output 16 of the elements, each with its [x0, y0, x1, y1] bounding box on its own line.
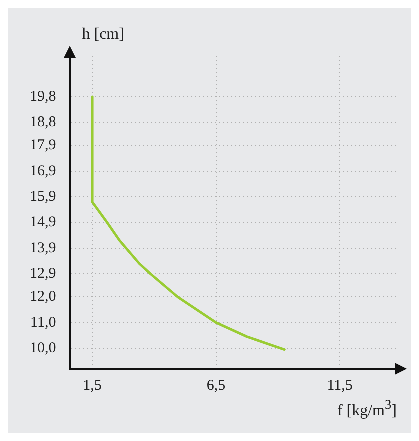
y-tick-label: 11,0 [30, 314, 56, 331]
y-tick-label: 12,0 [30, 289, 56, 306]
y-tick-label: 17,9 [30, 138, 56, 154]
x-tick-label: 11,5 [327, 378, 353, 394]
y-tick-label: 13,9 [30, 240, 56, 256]
y-tick-label: 14,9 [30, 214, 56, 231]
y-tick-label: 12,9 [30, 266, 56, 282]
y-axis-title: h [cm] [82, 26, 124, 44]
x-axis-title: f [kg/m$^{3}$] [337, 397, 397, 420]
x-tick-label: 6,5 [206, 378, 226, 394]
y-tick-label: 19,8 [30, 88, 56, 105]
y-tick-label: 18,8 [30, 114, 56, 131]
y-tick-label: 15,9 [30, 189, 56, 206]
y-tick-label: 10,0 [30, 340, 56, 356]
x-tick-label: 1,5 [83, 378, 102, 394]
y-tick-label: 16,9 [30, 163, 56, 180]
